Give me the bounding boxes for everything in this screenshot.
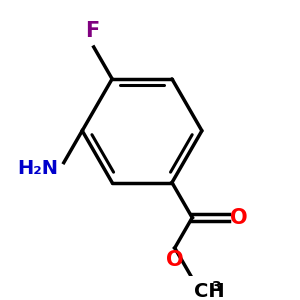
- Text: F: F: [85, 22, 99, 41]
- Text: 3: 3: [211, 280, 220, 294]
- Text: O: O: [166, 250, 184, 270]
- Text: H₂N: H₂N: [17, 159, 58, 178]
- Text: CH: CH: [194, 282, 225, 300]
- Text: O: O: [230, 208, 248, 228]
